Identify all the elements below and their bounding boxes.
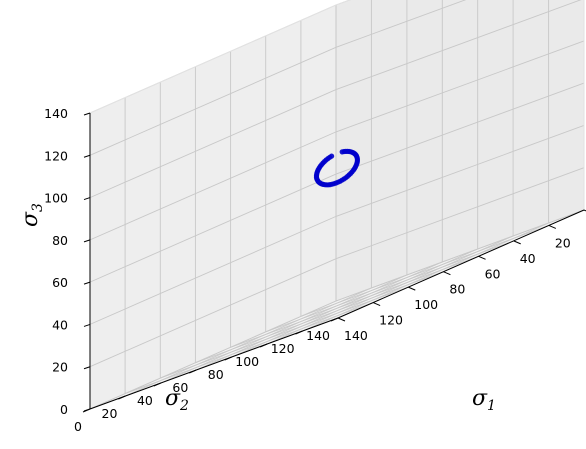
z-tick <box>84 113 90 115</box>
z-tick <box>84 324 90 326</box>
y-tick <box>549 225 556 228</box>
x-tick-label: 140 <box>306 328 330 343</box>
z-tick-label: 100 <box>44 191 68 206</box>
axis-panes <box>90 0 584 409</box>
y-tick-label: 140 <box>344 328 368 343</box>
z-tick-label: 140 <box>44 106 68 121</box>
z-tick-label: 20 <box>52 360 68 375</box>
z-tick <box>84 198 90 200</box>
z-tick <box>84 240 90 242</box>
z-axis-title: σ3 <box>18 203 46 227</box>
y-tick <box>373 303 380 306</box>
y-tick-label: 100 <box>414 297 438 312</box>
x-tick-label: 120 <box>271 341 295 356</box>
y-tick-label: 80 <box>449 282 465 297</box>
y-tick-label: 120 <box>379 313 403 328</box>
y-tick <box>443 272 450 275</box>
z-tick <box>84 367 90 369</box>
z-tick <box>84 282 90 284</box>
y-tick-label: 20 <box>555 235 571 250</box>
z-tick <box>84 155 90 157</box>
x-tick-label: 40 <box>137 393 153 408</box>
z-tick-label: 120 <box>44 148 68 163</box>
x-tick-label: 20 <box>102 406 118 421</box>
y-tick <box>338 318 345 321</box>
y-tick <box>479 256 486 259</box>
data-point <box>329 154 334 159</box>
y-tick-label: 40 <box>520 251 536 266</box>
z-tick-label: 80 <box>52 233 68 248</box>
x-tick-label: 100 <box>235 354 259 369</box>
y-tick-label: 60 <box>485 266 501 281</box>
x-tick-label: 80 <box>208 367 224 382</box>
x-axis-title: σ1 <box>472 386 496 414</box>
y-tick <box>408 287 415 290</box>
z-tick-label: 0 <box>60 402 68 417</box>
back-left-pane <box>90 5 336 409</box>
x-tick-label: 0 <box>74 419 82 434</box>
z-tick-label: 40 <box>52 317 68 332</box>
y-tick <box>514 241 521 244</box>
z-tick-label: 60 <box>52 275 68 290</box>
